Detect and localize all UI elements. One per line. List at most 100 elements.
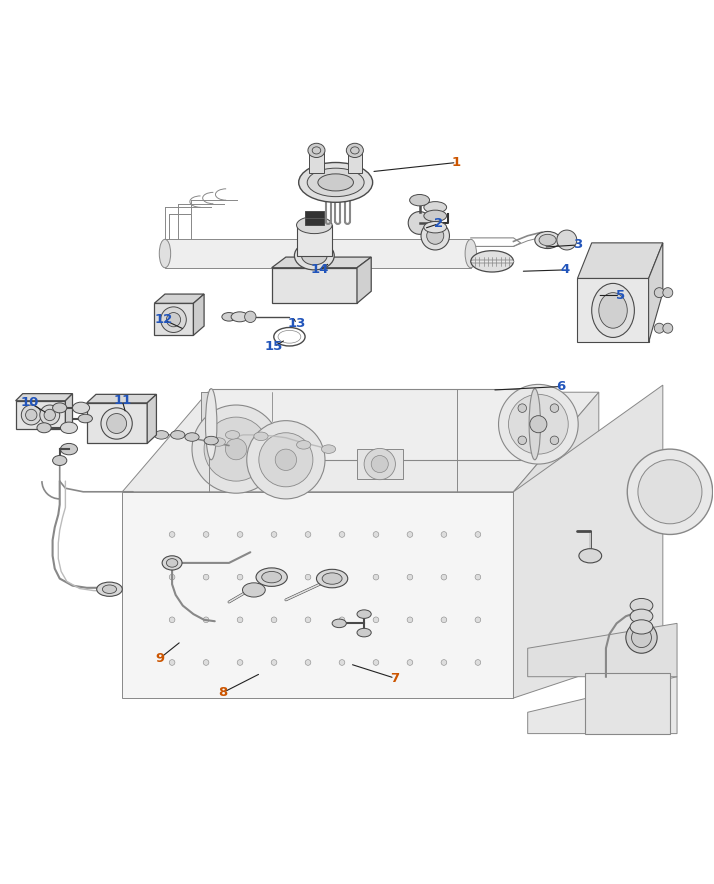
Polygon shape — [585, 673, 670, 734]
Polygon shape — [193, 294, 204, 335]
Ellipse shape — [339, 617, 345, 622]
Polygon shape — [271, 257, 371, 268]
Ellipse shape — [663, 287, 673, 298]
Ellipse shape — [169, 659, 175, 666]
Polygon shape — [648, 243, 663, 342]
Ellipse shape — [254, 432, 268, 440]
Polygon shape — [513, 385, 663, 698]
Ellipse shape — [226, 438, 247, 460]
Ellipse shape — [307, 168, 364, 196]
Polygon shape — [513, 392, 599, 698]
Ellipse shape — [630, 598, 653, 613]
Ellipse shape — [226, 431, 240, 439]
Ellipse shape — [185, 433, 199, 441]
Ellipse shape — [424, 210, 447, 222]
Ellipse shape — [159, 240, 171, 268]
Ellipse shape — [247, 421, 325, 499]
Text: 12: 12 — [154, 313, 173, 326]
Ellipse shape — [211, 438, 226, 446]
Ellipse shape — [222, 313, 236, 321]
Ellipse shape — [171, 431, 185, 439]
Text: 15: 15 — [265, 340, 283, 354]
Polygon shape — [66, 393, 73, 430]
Ellipse shape — [373, 659, 379, 666]
Ellipse shape — [79, 415, 92, 423]
Ellipse shape — [373, 575, 379, 580]
Ellipse shape — [203, 617, 209, 622]
Text: 9: 9 — [156, 652, 164, 665]
Ellipse shape — [441, 531, 447, 537]
Ellipse shape — [53, 403, 67, 413]
Ellipse shape — [550, 404, 559, 413]
Ellipse shape — [154, 431, 169, 439]
Polygon shape — [154, 303, 193, 335]
Ellipse shape — [203, 531, 209, 537]
Ellipse shape — [539, 234, 556, 246]
Ellipse shape — [40, 405, 60, 425]
Polygon shape — [296, 225, 332, 255]
Ellipse shape — [298, 163, 373, 202]
Ellipse shape — [357, 629, 371, 636]
Ellipse shape — [626, 622, 657, 653]
Text: 5: 5 — [615, 289, 625, 302]
Ellipse shape — [203, 575, 209, 580]
Ellipse shape — [316, 569, 348, 588]
Ellipse shape — [204, 417, 268, 481]
Polygon shape — [528, 623, 677, 677]
Ellipse shape — [169, 531, 175, 537]
Ellipse shape — [204, 437, 218, 445]
Ellipse shape — [166, 313, 181, 327]
Ellipse shape — [308, 143, 325, 157]
Ellipse shape — [373, 531, 379, 537]
Text: 13: 13 — [287, 317, 306, 331]
Ellipse shape — [407, 659, 413, 666]
Ellipse shape — [638, 460, 702, 524]
Polygon shape — [122, 492, 513, 698]
Ellipse shape — [301, 247, 327, 265]
Ellipse shape — [237, 531, 243, 537]
Ellipse shape — [318, 174, 353, 191]
Polygon shape — [357, 257, 371, 303]
Ellipse shape — [271, 659, 277, 666]
Ellipse shape — [475, 617, 481, 622]
Ellipse shape — [61, 422, 78, 433]
Ellipse shape — [162, 556, 182, 570]
Ellipse shape — [371, 455, 388, 473]
Text: 4: 4 — [560, 263, 570, 277]
Ellipse shape — [61, 444, 78, 454]
Text: 10: 10 — [21, 396, 39, 409]
Ellipse shape — [44, 409, 56, 421]
Ellipse shape — [106, 414, 126, 433]
Text: 11: 11 — [114, 394, 131, 408]
Ellipse shape — [518, 404, 526, 413]
Polygon shape — [86, 394, 156, 403]
Polygon shape — [16, 400, 66, 430]
Ellipse shape — [305, 575, 311, 580]
Ellipse shape — [237, 575, 243, 580]
Ellipse shape — [408, 211, 431, 234]
Ellipse shape — [296, 217, 332, 233]
Ellipse shape — [663, 324, 673, 333]
Ellipse shape — [475, 531, 481, 537]
Ellipse shape — [96, 582, 122, 597]
Ellipse shape — [424, 222, 447, 232]
Ellipse shape — [332, 619, 346, 628]
Ellipse shape — [424, 202, 447, 213]
Ellipse shape — [557, 230, 577, 250]
Polygon shape — [211, 389, 535, 460]
Ellipse shape — [161, 307, 186, 332]
Polygon shape — [578, 243, 663, 278]
Text: 1: 1 — [452, 156, 461, 169]
Polygon shape — [357, 449, 403, 479]
Ellipse shape — [231, 312, 248, 322]
Polygon shape — [16, 393, 73, 400]
Ellipse shape — [321, 445, 336, 453]
Ellipse shape — [579, 549, 602, 563]
Ellipse shape — [628, 449, 713, 535]
Ellipse shape — [599, 293, 628, 328]
Ellipse shape — [101, 408, 132, 439]
Text: 8: 8 — [218, 686, 228, 699]
Ellipse shape — [256, 568, 287, 586]
Ellipse shape — [654, 287, 664, 298]
Ellipse shape — [294, 241, 334, 270]
